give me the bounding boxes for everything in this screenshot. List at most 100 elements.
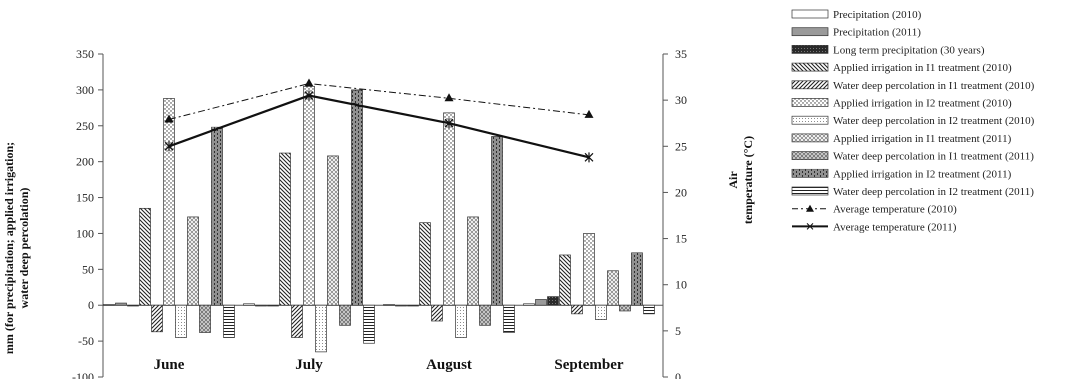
y-tick-label-left: 100 — [76, 226, 94, 240]
legend-swatch — [791, 9, 829, 19]
legend-label: Average temperature (2010) — [833, 204, 957, 216]
y-tick-label-left: 50 — [82, 262, 94, 276]
temperature-line — [168, 83, 590, 121]
bar — [211, 126, 223, 306]
y-tick-label-left: -100 — [72, 370, 94, 379]
legend-label: Applied irrigation in I2 treatment (2011… — [833, 168, 1012, 180]
y-tick-label-left: 150 — [76, 191, 94, 205]
bar — [383, 304, 395, 306]
bar — [115, 302, 127, 306]
legend-swatch — [791, 27, 829, 37]
y-tick-label-right: 35 — [675, 47, 687, 61]
legend-star-marker — [806, 223, 814, 230]
y-axis-title-left-line1: mm (for precipitation; applied irrigatio… — [2, 142, 16, 354]
category-label: September — [554, 357, 623, 373]
bar — [583, 233, 595, 306]
category-label: June — [154, 357, 185, 373]
bar — [351, 89, 363, 306]
bars: June July August September — [103, 85, 655, 373]
legend-swatch — [791, 80, 829, 90]
y-tick-label-right: 10 — [675, 278, 687, 292]
legend-triangle-marker — [806, 204, 814, 212]
bar — [151, 304, 163, 333]
bar — [595, 304, 607, 320]
bar — [479, 304, 491, 326]
y-tick-label-right: 25 — [675, 139, 687, 153]
bar — [363, 304, 375, 344]
legend-swatch — [791, 186, 829, 196]
bar — [547, 296, 559, 306]
legend-label: Long term precipitation (30 years) — [833, 44, 985, 56]
triangle-marker — [444, 93, 454, 102]
star-marker — [164, 141, 174, 152]
y-axis-title-right-line2: temperature (°C) — [741, 136, 755, 224]
bar — [643, 304, 655, 315]
bar — [619, 304, 631, 312]
bar — [503, 304, 515, 333]
bar — [395, 304, 407, 307]
triangle-marker — [304, 78, 314, 87]
bar — [163, 98, 175, 306]
bar — [443, 112, 455, 306]
star-marker — [444, 118, 454, 129]
y-tick-label-right: 15 — [675, 232, 687, 246]
star-marker — [584, 152, 594, 163]
bar — [267, 304, 279, 307]
bar — [103, 304, 115, 306]
bar — [535, 299, 547, 306]
bar — [559, 254, 571, 306]
bar — [187, 216, 199, 306]
y-axis-title-right-line1: Air — [726, 171, 740, 189]
bar — [315, 304, 327, 353]
bar — [139, 207, 151, 306]
y-tick-label-left: 0 — [88, 298, 94, 312]
y-axis-title-left-line2: water deep percolation) — [17, 188, 31, 309]
bar — [199, 304, 211, 333]
bar — [223, 304, 235, 338]
legend-label: Water deep percolation in I1 treatment (… — [833, 80, 1035, 92]
legend-swatch — [791, 133, 829, 143]
bar — [255, 304, 267, 307]
bar — [175, 304, 187, 338]
bar — [455, 304, 467, 338]
bar — [631, 252, 643, 306]
legend: Precipitation (2010) Precipitation (2011)… — [791, 9, 1035, 233]
legend-label: Water deep percolation in I2 treatment (… — [833, 115, 1035, 127]
bar — [279, 152, 291, 306]
legend-label: Water deep percolation in I1 treatment (… — [833, 151, 1034, 163]
y-tick-label-left: 350 — [76, 47, 94, 61]
legend-swatch — [791, 151, 829, 160]
temperature-lines — [164, 78, 594, 163]
bar — [419, 222, 431, 306]
bar — [467, 216, 479, 306]
triangle-marker — [164, 114, 174, 123]
bar — [291, 304, 303, 338]
y-tick-label-right: 30 — [675, 93, 687, 107]
star-marker — [304, 90, 314, 101]
legend-label: Applied irrigation in I2 treatment (2010… — [833, 98, 1012, 110]
bar — [407, 304, 419, 307]
triangle-marker — [584, 109, 594, 118]
legend-label: Applied irrigation in I1 treatment (2011… — [833, 133, 1012, 145]
legend-label: Applied irrigation in I1 treatment (2010… — [833, 62, 1012, 74]
legend-swatch — [791, 62, 829, 72]
bar — [303, 85, 315, 306]
y-tick-label-right: 5 — [675, 324, 681, 338]
legend-label: Precipitation (2011) — [833, 27, 921, 39]
y-tick-label-left: 200 — [76, 155, 94, 169]
y-tick-label-left: 250 — [76, 119, 94, 133]
y-tick-label-left: -50 — [78, 334, 94, 348]
bar — [571, 304, 583, 315]
bar — [127, 304, 139, 307]
y-tick-label-right: 20 — [675, 185, 687, 199]
legend-swatch — [791, 115, 829, 125]
temperature-line — [168, 94, 590, 159]
legend-swatch — [791, 168, 829, 178]
legend-swatch — [791, 45, 829, 54]
category-label: July — [295, 357, 323, 373]
bar — [431, 304, 443, 322]
legend-label: Precipitation (2010) — [833, 9, 922, 21]
legend-label: Water deep percolation in I2 treatment (… — [833, 186, 1034, 198]
y-tick-label-right: 0 — [675, 370, 681, 379]
